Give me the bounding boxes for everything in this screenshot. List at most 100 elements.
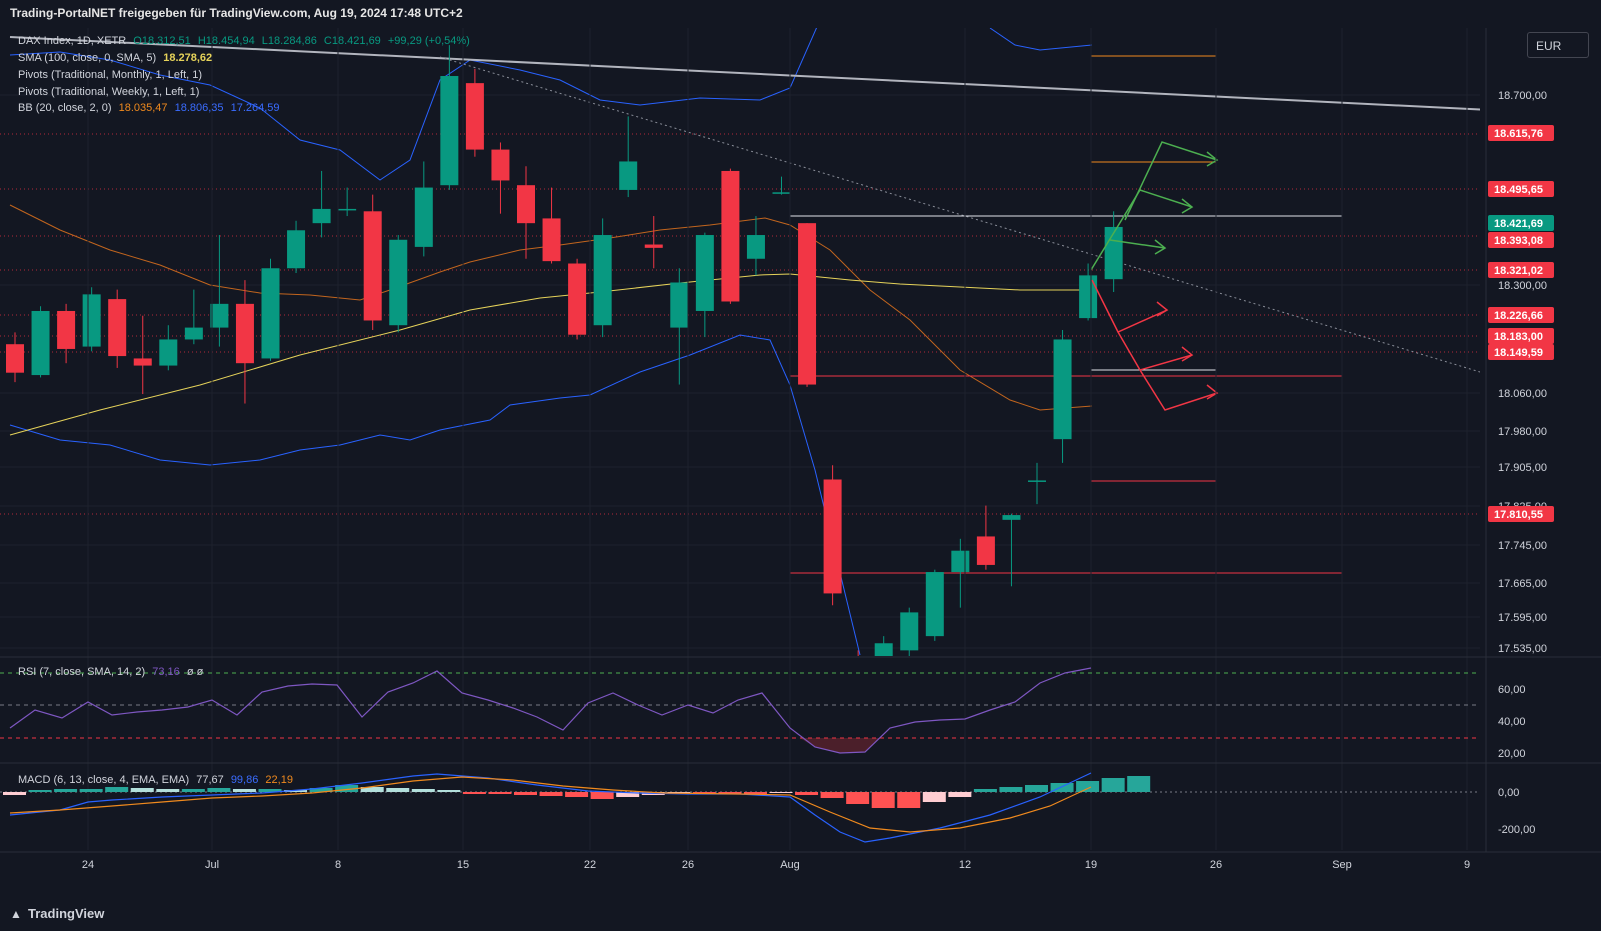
candle-body — [261, 268, 280, 359]
macd-hist-value: 77,67 — [196, 774, 224, 786]
macd-hist-bar — [386, 788, 410, 792]
macd-hist-bar — [897, 792, 921, 808]
candle — [695, 232, 714, 338]
rsi-pane: 60,00 40,00 20,00 — [0, 667, 1526, 760]
macd-hist-bar — [1076, 781, 1100, 792]
candle — [568, 258, 587, 340]
candle — [746, 216, 765, 276]
macd-hist-bar — [437, 790, 461, 792]
price-label-text: 18.321,02 — [1494, 265, 1543, 277]
price-tick: 17.745,00 — [1498, 540, 1547, 552]
candle-body — [951, 550, 970, 573]
bb-lower-line — [9, 334, 861, 656]
macd-hist-bar — [28, 790, 52, 792]
legend-bb-row[interactable]: BB (20, close, 2, 0) 18.035,47 18.806,35… — [18, 102, 284, 114]
price-label-text: 17.810,55 — [1494, 509, 1543, 521]
ohlc-change: +99,29 (+0,54%) — [387, 35, 470, 47]
price-label: 18.421,69 — [1488, 215, 1554, 231]
candle — [389, 235, 408, 333]
price-tick: 18.300,00 — [1498, 280, 1547, 292]
sma-value: 18.278,62 — [163, 52, 213, 64]
macd-hist-bar — [769, 792, 793, 793]
rsi-line — [9, 667, 1092, 754]
macd-hist-bar — [284, 790, 308, 792]
macd-hist-bar — [871, 792, 895, 808]
macd-hist-bar — [462, 792, 486, 794]
legend-pivots-weekly[interactable]: Pivots (Traditional, Weekly, 1, Left, 1) — [18, 86, 200, 98]
candle-body — [721, 170, 740, 302]
candle — [82, 287, 101, 352]
candle-body — [1104, 226, 1123, 280]
candle-body — [1079, 275, 1098, 319]
price-label: 18.321,02 — [1488, 262, 1554, 278]
macd-tick: 0,00 — [1498, 787, 1519, 799]
macd-line-value: 99,86 — [230, 774, 259, 786]
price-label-text: 18.183,00 — [1494, 331, 1543, 343]
candle — [644, 216, 663, 269]
legend-macd-row[interactable]: MACD (6, 13, close, 4, EMA, EMA) 77,67 9… — [18, 774, 297, 786]
macd-pane: 0,00 -200,00 — [0, 772, 1535, 843]
main-pane — [0, 28, 1480, 656]
macd-hist-bar — [3, 792, 26, 795]
sma-line — [9, 273, 1092, 436]
candle — [619, 116, 638, 198]
rsi-extra: ø ø — [186, 666, 204, 678]
macd-signal-value: 22,19 — [265, 774, 293, 786]
rsi-tick: 20,00 — [1498, 748, 1526, 760]
tradingview-logo[interactable]: ▲ TradingView — [10, 906, 104, 921]
price-tick: 17.980,00 — [1498, 426, 1547, 438]
macd-hist-bar — [948, 792, 972, 797]
macd-hist-bar — [130, 788, 154, 792]
candle-body — [542, 218, 561, 262]
legend-sma-row[interactable]: SMA (100, close, 0, SMA, 5) 18.278,62 — [18, 52, 216, 64]
time-tick: 9 — [1464, 859, 1470, 871]
tradingview-logo-icon: ▲ — [10, 907, 22, 921]
candle-body — [593, 235, 612, 326]
candle — [338, 187, 357, 217]
macd-hist-bar — [590, 792, 614, 799]
candle — [465, 68, 484, 157]
legend-pivots-monthly[interactable]: Pivots (Traditional, Monthly, 1, Left, 1… — [18, 69, 203, 81]
ohlc-high: H18.454,94 — [197, 35, 255, 47]
macd-line — [9, 772, 1092, 843]
brand-name: TradingView — [28, 906, 105, 921]
candle — [31, 306, 50, 378]
candle — [414, 161, 433, 257]
candle-body — [389, 239, 408, 326]
price-label-bg — [1488, 232, 1554, 248]
bb-upper-line — [9, 28, 818, 181]
price-tick: 17.905,00 — [1498, 462, 1547, 474]
macd-hist-bar — [258, 789, 282, 792]
time-tick: Sep — [1332, 859, 1352, 871]
macd-hist-bar — [846, 792, 870, 804]
rsi-oversold-fill — [800, 738, 880, 753]
macd-hist-bar — [54, 789, 78, 792]
price-label-bg — [1488, 262, 1554, 278]
candle — [491, 142, 510, 214]
candle-body — [108, 299, 127, 357]
candle-body — [976, 536, 995, 565]
symbol-name[interactable]: DAX Index, 1D, XETR — [18, 35, 127, 47]
macd-hist-bar — [616, 792, 640, 797]
ohlc-low: L18.284,86 — [261, 35, 317, 47]
time-tick: 19 — [1085, 859, 1097, 871]
currency-selector[interactable]: EUR — [1527, 32, 1589, 58]
macd-label: MACD (6, 13, close, 4, EMA, EMA) — [18, 774, 190, 786]
legend-rsi-row[interactable]: RSI (7, close, SMA, 14, 2) 73,16 ø ø — [18, 666, 207, 678]
macd-hist-bar — [922, 792, 946, 802]
time-tick: 24 — [82, 859, 94, 871]
time-tick: 12 — [959, 859, 971, 871]
candle-body — [133, 358, 152, 366]
candle-body — [57, 310, 76, 349]
scenario-arrow — [1124, 141, 1219, 221]
candle — [1028, 462, 1046, 505]
time-tick: 26 — [682, 859, 694, 871]
macd-hist-bar — [1127, 776, 1151, 792]
candle-body — [695, 235, 714, 311]
candle-body — [772, 192, 791, 194]
candle-body — [6, 344, 24, 373]
candle-body — [900, 612, 919, 651]
price-tick: 18.700,00 — [1498, 90, 1547, 102]
